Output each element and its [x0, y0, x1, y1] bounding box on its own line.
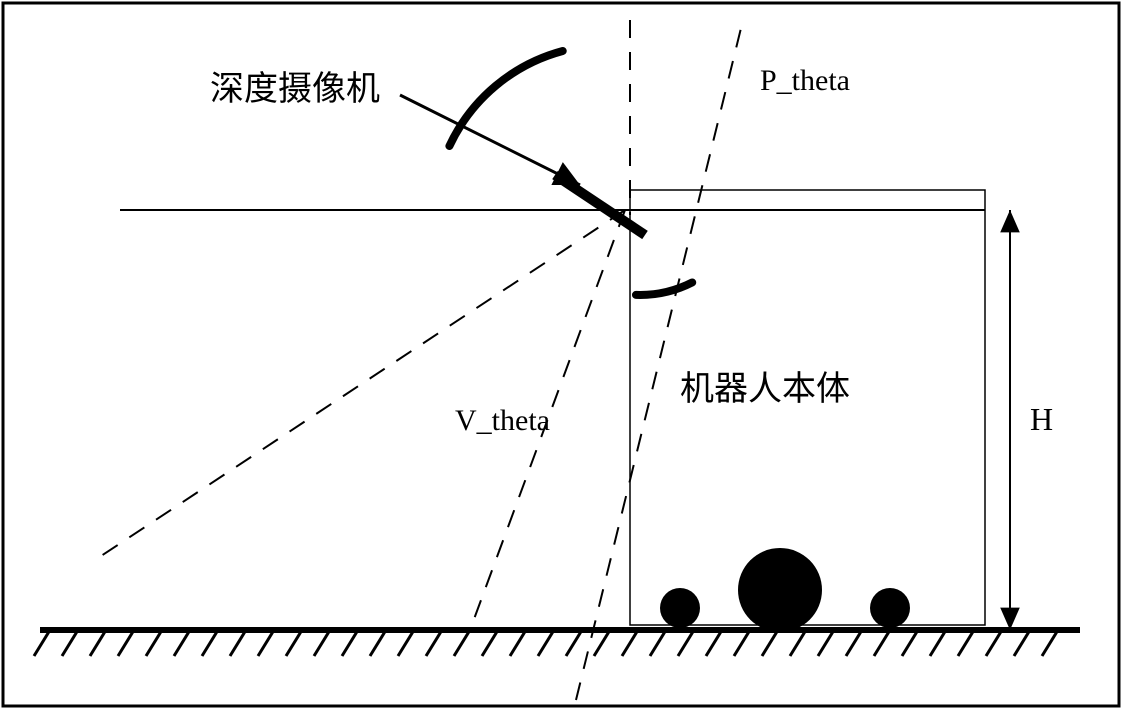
ground-hatch — [146, 630, 162, 656]
ground-hatch — [202, 630, 218, 656]
ground-hatch — [1042, 630, 1058, 656]
ground-hatch — [790, 630, 806, 656]
ground-hatch — [958, 630, 974, 656]
ground-hatch — [230, 630, 246, 656]
camera-label: 深度摄像机 — [210, 70, 380, 108]
v-theta-ray-top — [95, 210, 625, 560]
ground-hatch — [902, 630, 918, 656]
ground-hatch — [398, 630, 414, 656]
height-arrow-top — [1000, 210, 1020, 232]
ground-hatch — [650, 630, 666, 656]
frame-border — [3, 3, 1119, 706]
ground-hatch — [846, 630, 862, 656]
v-theta-label: V_theta — [455, 404, 550, 437]
height-label: H — [1030, 401, 1053, 437]
ground-hatch — [818, 630, 834, 656]
wheel-big — [738, 548, 822, 632]
ground-hatch — [174, 630, 190, 656]
ground-hatch — [286, 630, 302, 656]
robot-body-label: 机器人本体 — [680, 370, 850, 408]
ground-hatch — [34, 630, 50, 656]
ground-hatch — [594, 630, 610, 656]
ground-hatch — [510, 630, 526, 656]
ground-hatch — [930, 630, 946, 656]
ground-hatch — [426, 630, 442, 656]
camera-pointer-line — [400, 95, 580, 185]
ground-hatch — [762, 630, 778, 656]
wheel-small-right — [870, 588, 910, 628]
p-theta-label: P_theta — [760, 64, 850, 97]
ground-hatch — [90, 630, 106, 656]
ground-hatch — [370, 630, 386, 656]
ground-hatch — [62, 630, 78, 656]
ground-hatch — [454, 630, 470, 656]
ground-hatch — [622, 630, 638, 656]
ground-hatch — [482, 630, 498, 656]
ground-hatch — [874, 630, 890, 656]
ground-hatch — [118, 630, 134, 656]
ground-hatch — [734, 630, 750, 656]
ground-hatch — [258, 630, 274, 656]
ground-hatch — [986, 630, 1002, 656]
ground-hatch — [314, 630, 330, 656]
height-arrow-bottom — [1000, 608, 1020, 630]
ground-hatch — [566, 630, 582, 656]
v-theta-arc — [449, 51, 562, 146]
ground-hatch — [538, 630, 554, 656]
ground-hatch — [342, 630, 358, 656]
wheel-small-left — [660, 588, 700, 628]
camera-axis-dash — [576, 20, 743, 700]
ground-hatch — [706, 630, 722, 656]
ground-hatch — [1014, 630, 1030, 656]
p-theta-arc — [636, 282, 692, 295]
ground-hatch — [678, 630, 694, 656]
